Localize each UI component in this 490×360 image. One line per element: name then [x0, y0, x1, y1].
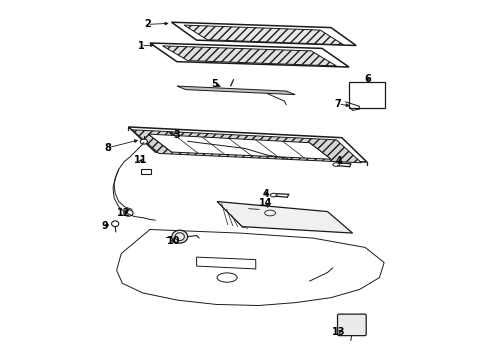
Text: 12: 12 — [117, 208, 130, 218]
Polygon shape — [196, 257, 256, 269]
Text: 7: 7 — [335, 99, 342, 109]
Text: 3: 3 — [173, 130, 180, 140]
Ellipse shape — [172, 230, 188, 243]
Polygon shape — [184, 25, 343, 45]
Text: 6: 6 — [364, 74, 371, 84]
Text: 10: 10 — [167, 236, 180, 246]
Polygon shape — [217, 202, 353, 233]
Polygon shape — [150, 43, 349, 67]
Ellipse shape — [352, 321, 359, 328]
Text: 11: 11 — [134, 155, 148, 165]
Polygon shape — [128, 127, 367, 162]
Text: 9: 9 — [102, 221, 108, 231]
FancyBboxPatch shape — [338, 314, 366, 336]
Polygon shape — [141, 169, 151, 174]
Text: 2: 2 — [144, 19, 151, 30]
Text: 4: 4 — [336, 156, 343, 166]
Text: 4: 4 — [263, 189, 269, 199]
Text: 13: 13 — [332, 327, 346, 337]
Text: 1: 1 — [138, 41, 145, 51]
Polygon shape — [163, 46, 337, 66]
Polygon shape — [172, 22, 356, 45]
Polygon shape — [177, 86, 295, 95]
Polygon shape — [148, 134, 331, 159]
Text: 14: 14 — [259, 198, 272, 208]
Text: 8: 8 — [104, 143, 111, 153]
Polygon shape — [132, 130, 362, 163]
Ellipse shape — [140, 139, 147, 144]
Ellipse shape — [342, 321, 351, 328]
Ellipse shape — [124, 210, 133, 216]
Ellipse shape — [112, 221, 119, 226]
Ellipse shape — [217, 273, 237, 282]
Text: 5: 5 — [211, 79, 218, 89]
Bar — [349, 82, 385, 108]
